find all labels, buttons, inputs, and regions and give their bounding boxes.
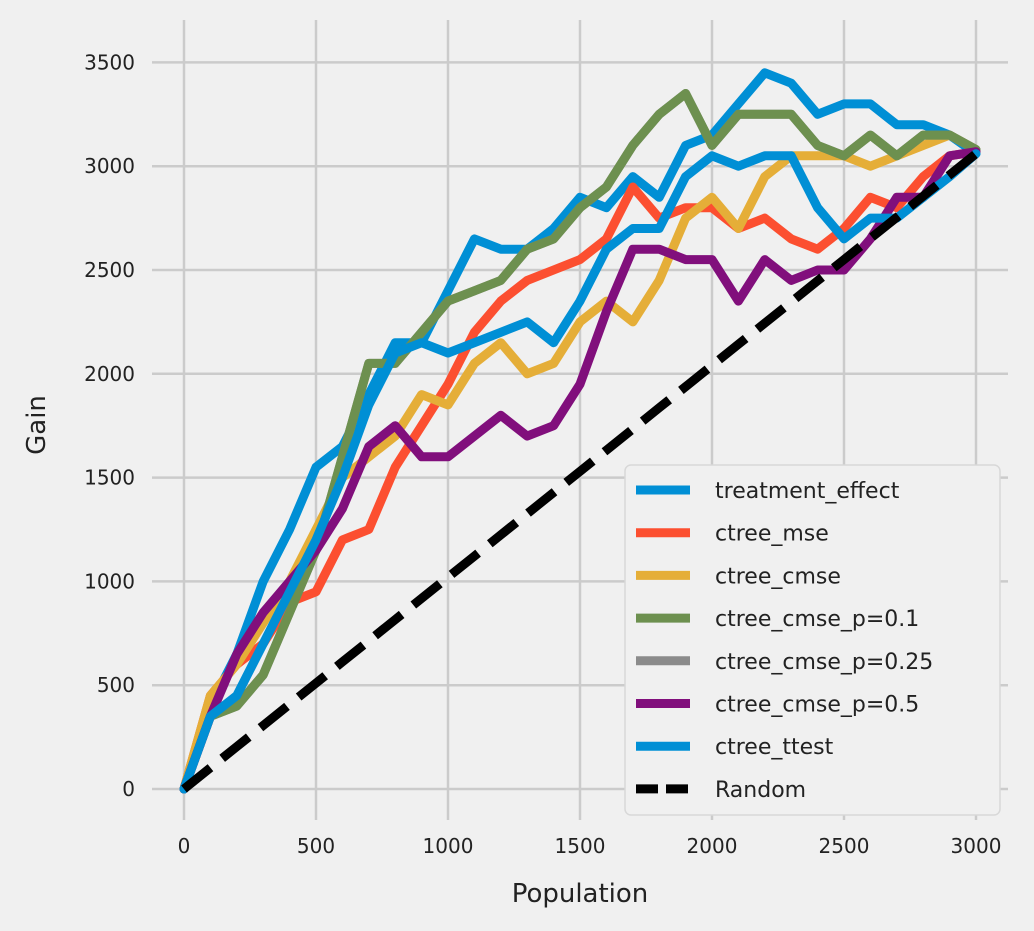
series-line-ctree_ttest xyxy=(179,149,981,794)
x-tick-label: 1500 xyxy=(555,834,606,858)
legend-label: Random xyxy=(715,778,806,803)
y-axis-label: Gain xyxy=(22,395,52,455)
x-axis-label: Population xyxy=(512,879,649,909)
legend-label: ctree_mse xyxy=(715,522,829,547)
y-tick-label: 500 xyxy=(97,673,135,697)
legend: treatment_effect ctree_mse ctree_cmsectree… xyxy=(624,464,1001,816)
y-tick-label: 1000 xyxy=(84,569,135,593)
y-tick-label: 1500 xyxy=(84,466,135,490)
tick-labels: 0 500 1000 1500 2000 2500 3000 0 500 1000 1500 2000… xyxy=(84,50,1001,858)
series-line-treatment_effect xyxy=(179,68,981,794)
y-tick-label: 2000 xyxy=(84,362,135,386)
legend-label: ctree_cmse_p=0.25 xyxy=(715,650,933,675)
y-tick-label: 3000 xyxy=(84,154,135,178)
series-line-ctree_cmse_p=0.5 xyxy=(179,147,981,794)
legend-label: ctree_cmse_p=0.1 xyxy=(715,607,919,632)
x-tick-label: 2500 xyxy=(819,834,870,858)
series-lines xyxy=(179,68,981,794)
y-tick-label: 3500 xyxy=(84,50,135,74)
x-tick-label: 2000 xyxy=(687,834,738,858)
x-tick-label: 3000 xyxy=(951,834,1002,858)
legend-label: ctree_cmse_p=0.5 xyxy=(715,693,919,718)
x-tick-label: 500 xyxy=(297,834,335,858)
series-line-Random xyxy=(181,150,979,793)
y-tick-label: 2500 xyxy=(84,258,135,282)
series-line-ctree_mse xyxy=(179,147,981,794)
legend-label: ctree_ttest xyxy=(715,735,834,760)
x-tick-label: 0 xyxy=(178,834,191,858)
legend-label: ctree_cmse xyxy=(715,564,841,589)
legend-box xyxy=(624,464,1001,816)
legend-label: treatment_effect xyxy=(715,479,900,504)
y-tick-label: 0 xyxy=(122,777,135,801)
x-tick-label: 1000 xyxy=(423,834,474,858)
